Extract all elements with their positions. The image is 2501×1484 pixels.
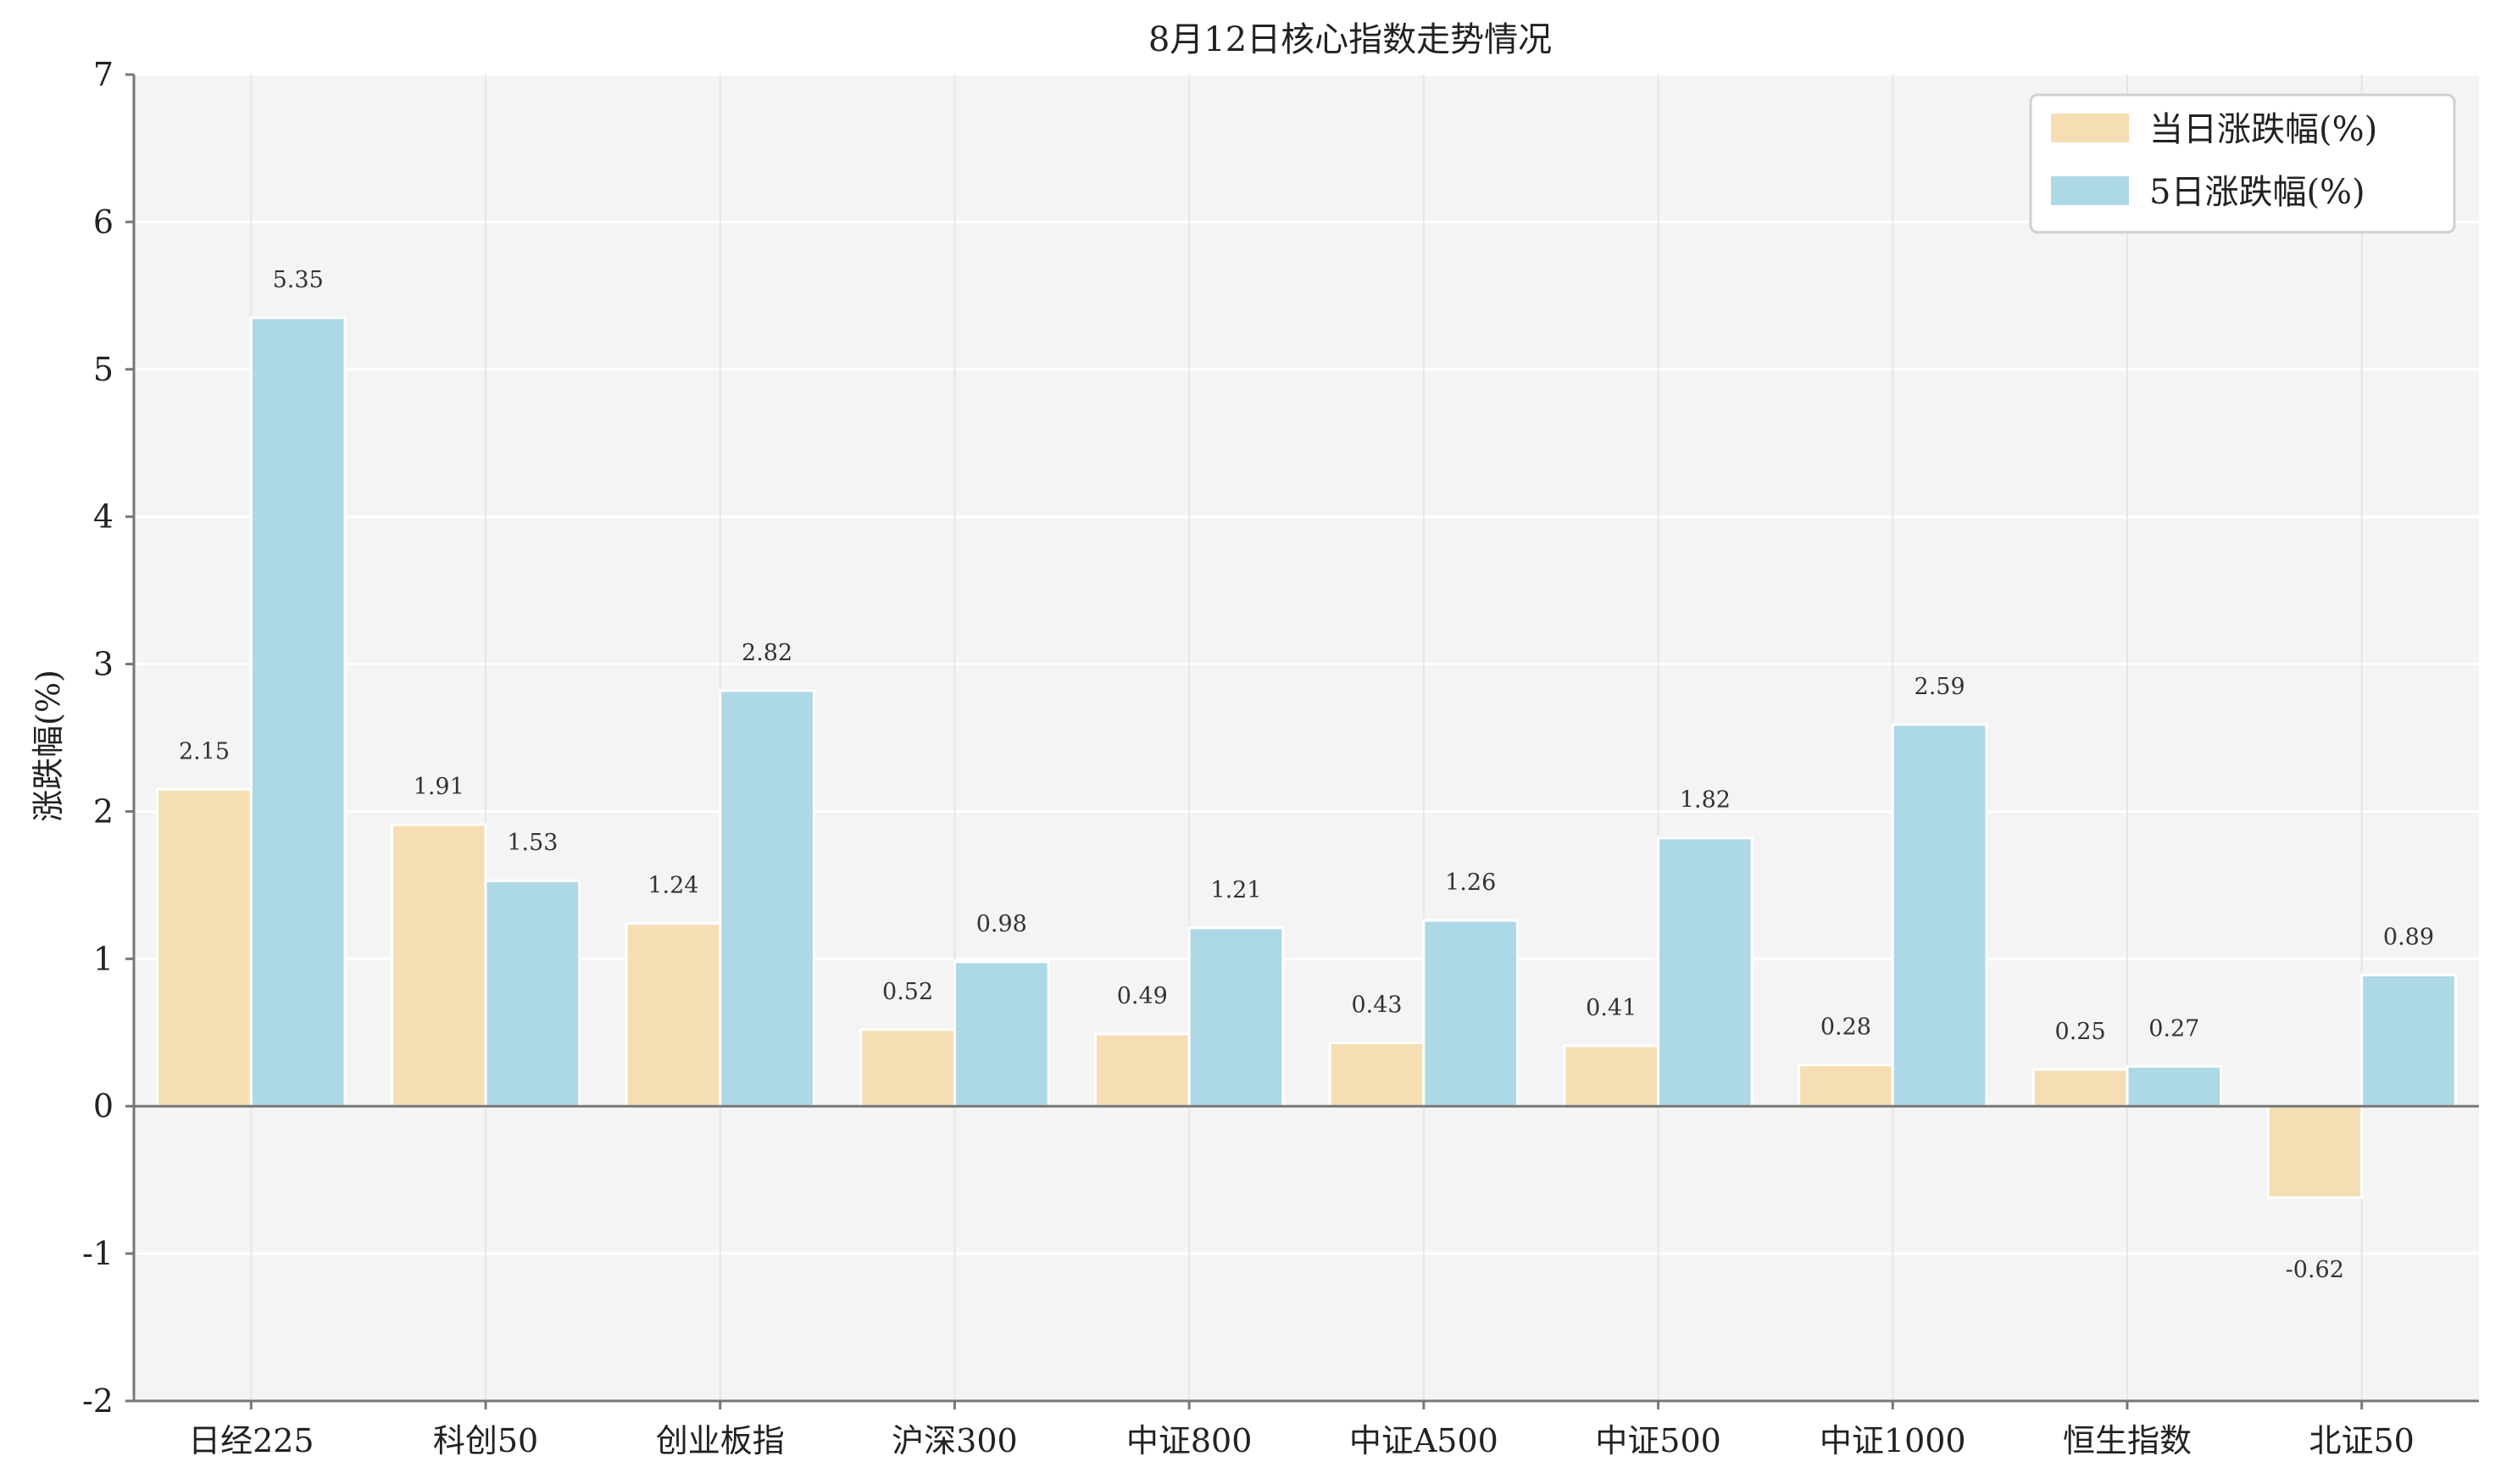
bar-s1-4 <box>1187 926 1285 1108</box>
x-tick-label-9: 北证50 <box>2309 1422 2414 1459</box>
bar-s0-1 <box>390 823 487 1108</box>
data-label-s1-1: 1.53 <box>507 830 558 856</box>
x-tick-label-1: 科创50 <box>433 1422 538 1459</box>
data-label-s0-9: -0.62 <box>2286 1257 2344 1283</box>
data-label-s0-8: 0.25 <box>2055 1019 2106 1045</box>
data-labels: 2.15 1.91 1.24 0.52 0.49 0.43 0.41 0.28 0.25 -0.6… <box>179 267 2434 1283</box>
y-tick-label-9: 7 <box>93 56 114 93</box>
bar-s1-6 <box>1657 836 1753 1108</box>
y-axis-label: 涨跌幅(%) <box>30 670 67 822</box>
data-label-s1-2: 2.82 <box>742 640 792 666</box>
data-label-s0-5: 0.43 <box>1351 992 1402 1018</box>
y-tick-label-2: 0 <box>93 1087 114 1125</box>
data-label-s0-2: 1.24 <box>647 873 698 899</box>
data-label-s1-9: 0.89 <box>2383 924 2434 950</box>
data-label-s1-4: 1.21 <box>1210 877 1261 903</box>
x-tick-label-6: 中证500 <box>1595 1422 1721 1459</box>
y-tick-label-5: 3 <box>93 646 114 683</box>
axes <box>132 75 2479 1403</box>
data-label-s1-7: 2.59 <box>1915 674 1965 700</box>
data-label-s0-3: 0.52 <box>882 979 933 1005</box>
x-tick-label-7: 中证1000 <box>1820 1422 1966 1459</box>
data-label-s1-5: 1.26 <box>1445 870 1496 896</box>
bar-s0-4 <box>1093 1032 1191 1108</box>
data-label-s0-0: 2.15 <box>179 738 230 764</box>
bar-s0-7 <box>1798 1064 1894 1108</box>
y-tick-label-7: 5 <box>93 351 114 388</box>
data-label-s0-1: 1.91 <box>414 774 464 800</box>
chart-title: 8月12日核心指数走势情况 <box>1148 20 1552 59</box>
y-tick-label-4: 2 <box>93 792 114 830</box>
bar-s1-9 <box>2360 973 2457 1108</box>
bar-s1-0 <box>249 316 347 1108</box>
y-tick-label-1: -1 <box>82 1235 114 1272</box>
data-label-s1-8: 0.27 <box>2148 1015 2199 1042</box>
y-tick-label-6: 4 <box>93 498 114 536</box>
x-tick-label-5: 中证A500 <box>1349 1422 1498 1459</box>
bar-s0-2 <box>625 922 722 1108</box>
bar-s1-1 <box>484 879 581 1108</box>
data-label-s0-7: 0.28 <box>1820 1014 1871 1041</box>
x-tick-label-2: 创业板指 <box>656 1422 785 1459</box>
y-tick-labels: -2 -1 0 1 2 3 4 5 6 7 <box>82 56 134 1420</box>
bar-s0-5 <box>1328 1041 1426 1108</box>
data-label-s1-0: 5.35 <box>273 267 324 293</box>
data-label-s1-3: 0.98 <box>976 911 1027 937</box>
bar-s0-9 <box>2266 1104 2364 1199</box>
bar-s0-3 <box>859 1028 956 1108</box>
legend: 当日涨跌幅(%) 5日涨跌幅(%) <box>2029 93 2456 234</box>
legend-label-0: 当日涨跌幅(%) <box>2149 110 2377 149</box>
bar-s0-0 <box>156 787 253 1108</box>
bar-s1-7 <box>1891 723 1988 1108</box>
data-label-s0-6: 0.41 <box>1586 995 1637 1021</box>
x-tick-labels: 日经225 科创50 创业板指 沪深300 中证800 中证A500 中证500 中证1000… <box>188 1401 2415 1459</box>
x-tick-label-8: 恒生指数 <box>2063 1422 2192 1459</box>
data-label-s0-4: 0.49 <box>1117 983 1168 1009</box>
bar-s0-8 <box>2031 1068 2129 1108</box>
bar-s1-2 <box>719 689 815 1108</box>
bars <box>156 316 2457 1199</box>
bar-s0-6 <box>1563 1044 1660 1108</box>
legend-box <box>2029 93 2456 234</box>
plot-background <box>134 75 2479 1401</box>
x-tick-label-0: 日经225 <box>188 1422 314 1459</box>
legend-swatch-1 <box>2051 176 2129 205</box>
y-tick-label-8: 6 <box>93 203 114 241</box>
legend-swatch-0 <box>2051 114 2129 142</box>
bar-s1-8 <box>2126 1064 2223 1108</box>
legend-label-1: 5日涨跌幅(%) <box>2149 173 2365 212</box>
y-tick-label-0: -2 <box>82 1382 114 1420</box>
y-tick-label-3: 1 <box>93 940 114 977</box>
bar-s1-5 <box>1422 919 1520 1108</box>
data-label-s1-6: 1.82 <box>1680 787 1731 814</box>
x-tick-label-3: 沪深300 <box>892 1422 1018 1459</box>
bar-s1-3 <box>953 960 1050 1108</box>
x-tick-label-4: 中证800 <box>1126 1422 1253 1459</box>
